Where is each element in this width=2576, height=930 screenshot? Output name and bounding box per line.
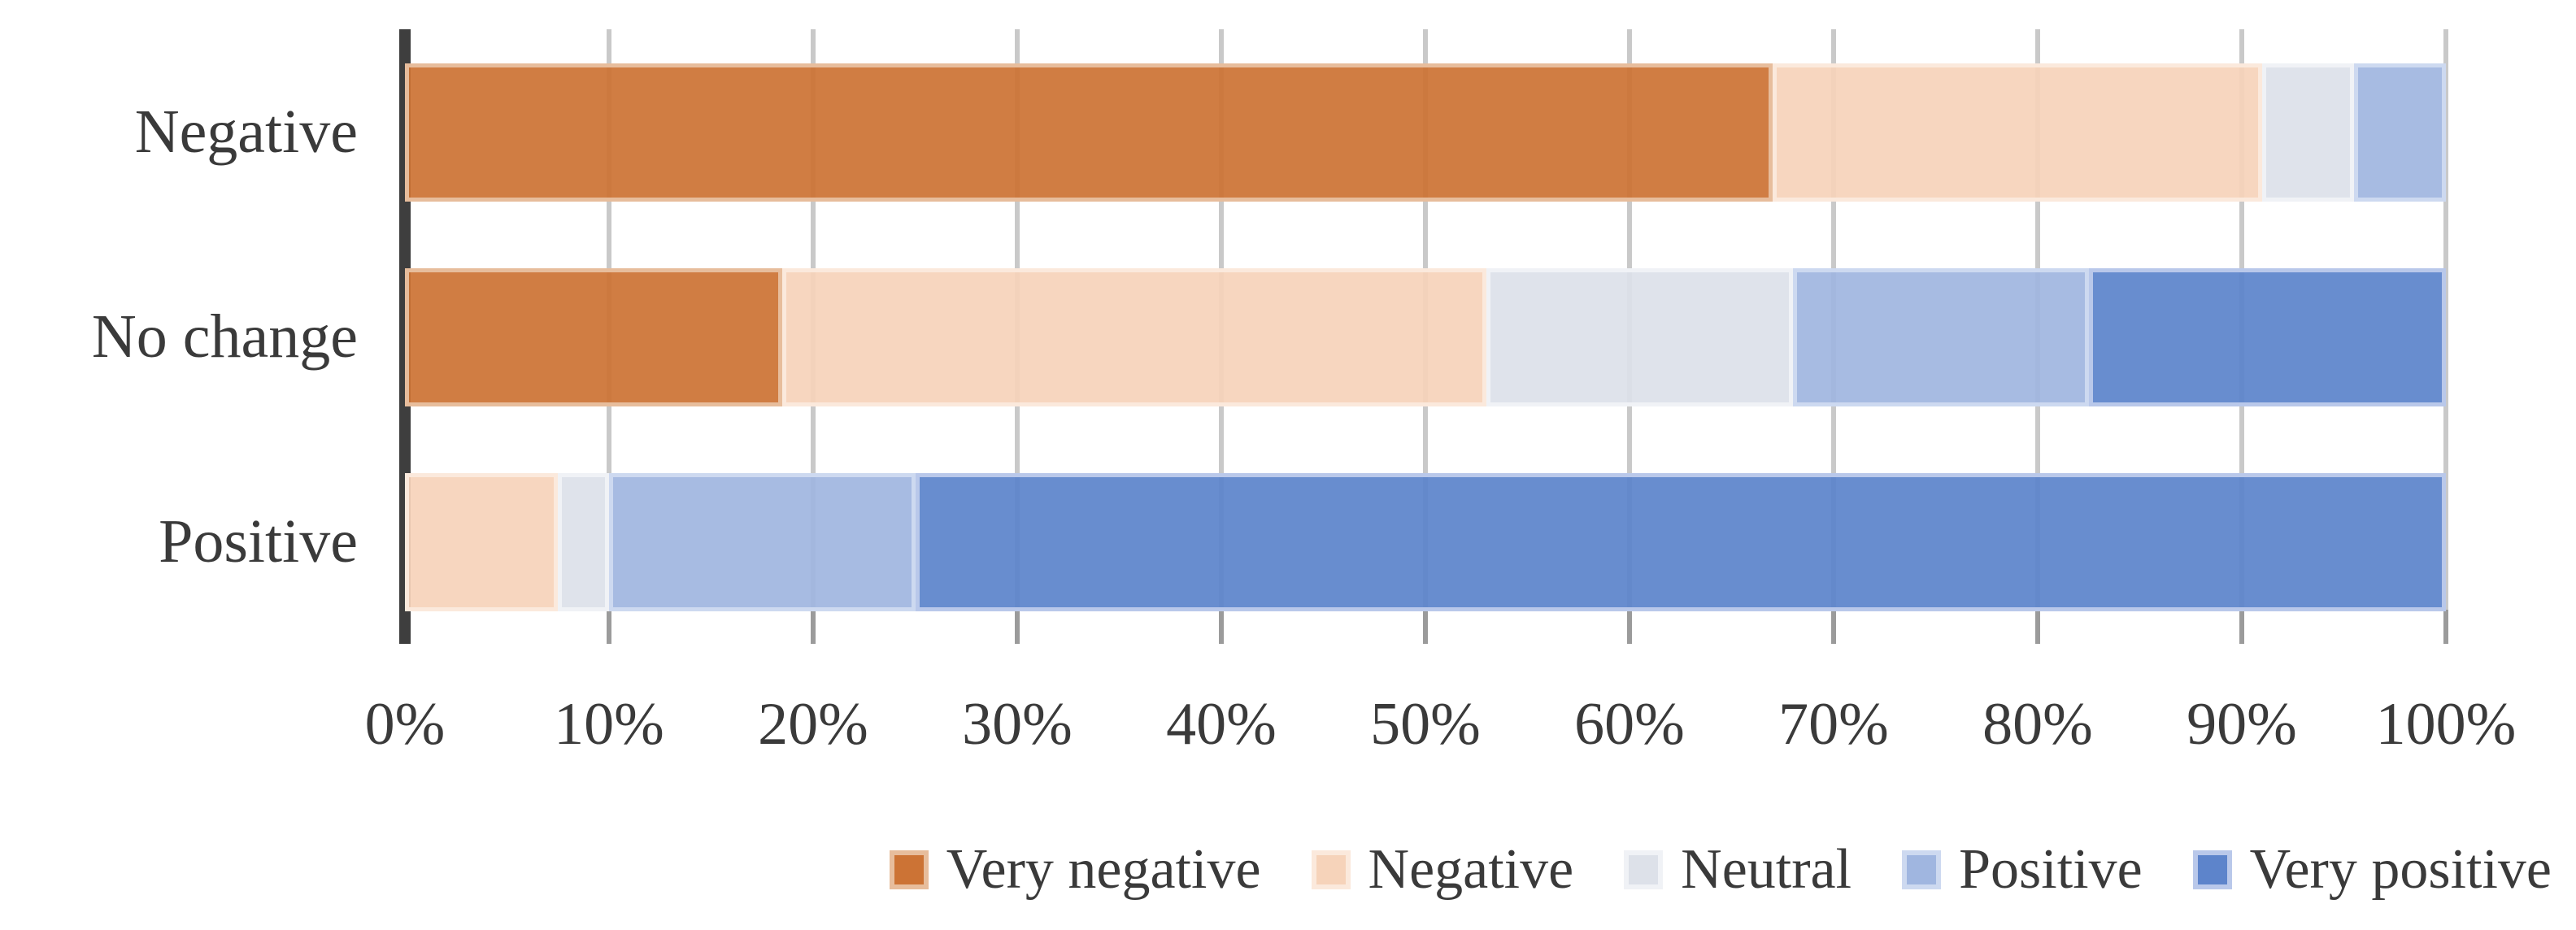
x-tick-label: 80% — [1982, 691, 2093, 758]
legend-swatch — [889, 850, 929, 889]
legend-swatch — [2192, 850, 2232, 889]
legend: Very negative Negative Neutral Positive Very… — [0, 821, 2552, 919]
x-tick-label: 40% — [1166, 691, 1277, 758]
segment-positive — [2354, 63, 2446, 202]
legend-swatch — [1624, 850, 1664, 889]
tick-mark-80 — [2035, 610, 2040, 644]
x-tick-label: 0% — [364, 691, 446, 758]
x-tick-label: 100% — [2375, 691, 2517, 758]
x-tick-label: 10% — [554, 691, 664, 758]
legend-item-negative: Negative — [1311, 837, 1574, 902]
segment-very-negative — [405, 268, 783, 406]
segment-negative — [1772, 63, 2263, 202]
tick-mark-40 — [1219, 610, 1224, 644]
x-axis-tick-labels: 0% 10% 20% 30% 40% 50% 60% 70% 80% 90% 100% — [0, 680, 2576, 769]
segment-very-negative — [405, 63, 1773, 202]
gridline-100 — [2443, 29, 2448, 610]
segment-very-positive — [915, 473, 2446, 611]
tick-mark-50 — [1423, 610, 1428, 644]
segment-neutral — [2262, 63, 2355, 202]
x-tick-label: 30% — [962, 691, 1073, 758]
x-tick-label: 70% — [1778, 691, 1889, 758]
segment-positive — [609, 473, 916, 611]
legend-swatch — [1902, 850, 1942, 889]
category-label: Positive — [159, 507, 358, 576]
legend-item-positive: Positive — [1902, 837, 2143, 902]
category-label: No change — [91, 302, 358, 371]
y-axis-labels: Negative No change Positive — [0, 29, 358, 610]
legend-label: Neutral — [1681, 838, 1852, 901]
tick-mark-60 — [1627, 610, 1632, 644]
segment-negative — [405, 473, 559, 611]
segment-neutral — [1486, 268, 1793, 406]
legend-swatch — [1311, 850, 1351, 889]
x-tick-label: 90% — [2187, 691, 2297, 758]
x-tick-label: 60% — [1574, 691, 1685, 758]
legend-label: Positive — [1959, 838, 2143, 901]
tick-mark-30 — [1015, 610, 1020, 644]
segment-very-positive — [2088, 268, 2446, 406]
category-label: Negative — [134, 98, 358, 166]
segment-neutral — [558, 473, 609, 611]
tick-mark-90 — [2239, 610, 2244, 644]
legend-item-very-positive: Very positive — [2192, 837, 2552, 902]
legend-label: Negative — [1368, 838, 1574, 901]
legend-item-very-negative: Very negative — [889, 837, 1261, 902]
plot-area — [399, 29, 2448, 644]
x-tick-label: 20% — [758, 691, 868, 758]
tick-mark-100 — [2443, 610, 2448, 644]
segment-negative — [782, 268, 1487, 406]
legend-item-neutral: Neutral — [1624, 837, 1852, 902]
bar-row-no-change — [405, 268, 2446, 406]
tick-mark-70 — [1831, 610, 1836, 644]
bar-row-negative — [405, 63, 2446, 202]
bar-row-positive — [405, 473, 2446, 611]
legend-label: Very positive — [2249, 838, 2552, 901]
tick-mark-20 — [811, 610, 816, 644]
segment-positive — [1792, 268, 2089, 406]
x-tick-label: 50% — [1370, 691, 1481, 758]
legend-label: Very negative — [946, 838, 1261, 901]
tick-mark-10 — [607, 610, 611, 644]
